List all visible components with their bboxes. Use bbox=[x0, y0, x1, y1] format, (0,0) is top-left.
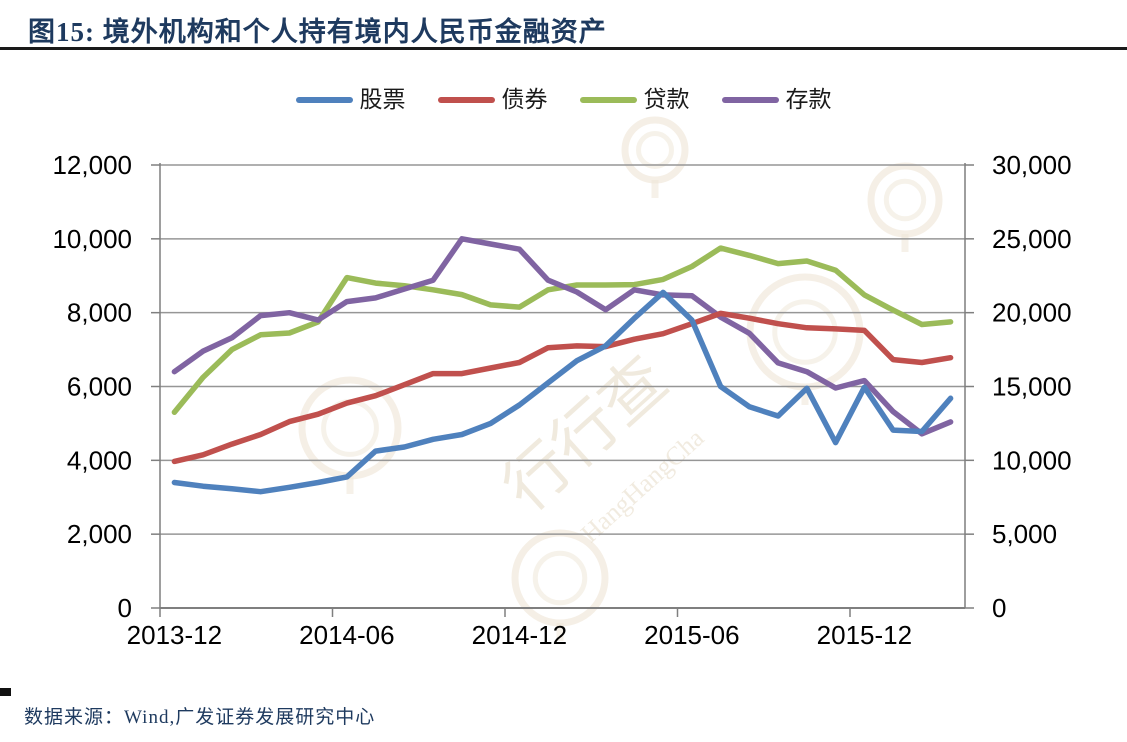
watermark-circle bbox=[621, 116, 689, 184]
y-axis-label-left: 6,000 bbox=[67, 372, 132, 402]
title-rule bbox=[0, 47, 1127, 50]
series-line-bonds bbox=[171, 310, 954, 465]
watermark-circle-inner bbox=[532, 550, 588, 606]
y-axis-label-left: 8,000 bbox=[67, 298, 132, 328]
watermark-circle-inner bbox=[883, 178, 927, 222]
legend-swatch-bonds bbox=[437, 96, 495, 103]
chart-title: 图15: 境外机构和个人持有境内人民币金融资产 bbox=[28, 17, 607, 47]
watermark-circle bbox=[511, 529, 609, 627]
y-axis-label-right: 10,000 bbox=[992, 445, 1072, 475]
watermark-circle-inner bbox=[636, 131, 674, 169]
y-axis-label-left: 4,000 bbox=[67, 445, 132, 475]
legend-item-stocks: 股票 bbox=[295, 87, 406, 112]
legend-label-deposits: 存款 bbox=[785, 87, 832, 112]
legend-label-bonds: 债券 bbox=[501, 87, 548, 112]
y-axis-label-right: 30,000 bbox=[992, 150, 1072, 180]
legend-swatch-loans bbox=[579, 96, 637, 103]
watermark-text-cn: 行行查 bbox=[491, 343, 681, 524]
source-note: 数据来源：Wind,广发证券发展研究中心 bbox=[24, 707, 376, 728]
chart-legend: 股票 债券 贷款 存款 bbox=[0, 88, 1127, 111]
legend-swatch-stocks bbox=[295, 96, 353, 103]
legend-label-loans: 贷款 bbox=[643, 87, 690, 112]
x-axis-label: 2015-06 bbox=[644, 620, 739, 650]
y-axis-label-right: 25,000 bbox=[992, 224, 1072, 254]
y-axis-label-left: 2,000 bbox=[67, 519, 132, 549]
series-line-deposits bbox=[171, 236, 954, 437]
y-axis-label-left: 0 bbox=[118, 593, 132, 623]
y-axis-label-right: 15,000 bbox=[992, 372, 1072, 402]
x-axis-label: 2013-12 bbox=[127, 620, 222, 650]
x-axis-label: 2014-12 bbox=[472, 620, 567, 650]
corner-mark bbox=[0, 688, 11, 696]
y-axis-label-left: 12,000 bbox=[52, 150, 132, 180]
x-axis-label: 2014-06 bbox=[299, 620, 394, 650]
legend-swatch-deposits bbox=[721, 96, 779, 103]
x-axis-label: 2015-12 bbox=[817, 620, 912, 650]
y-axis-label-right: 5,000 bbox=[992, 519, 1057, 549]
y-axis-label-left: 10,000 bbox=[52, 224, 132, 254]
y-axis-label-right: 20,000 bbox=[992, 298, 1072, 328]
legend-item-deposits: 存款 bbox=[721, 87, 832, 112]
watermark-circle bbox=[867, 162, 943, 238]
legend-item-bonds: 债券 bbox=[437, 87, 548, 112]
watermark-circle-inner bbox=[772, 299, 838, 365]
legend-label-stocks: 股票 bbox=[359, 87, 406, 112]
series-line-stocks bbox=[171, 289, 954, 495]
y-axis-label-right: 0 bbox=[992, 593, 1006, 623]
legend-item-loans: 贷款 bbox=[579, 87, 690, 112]
